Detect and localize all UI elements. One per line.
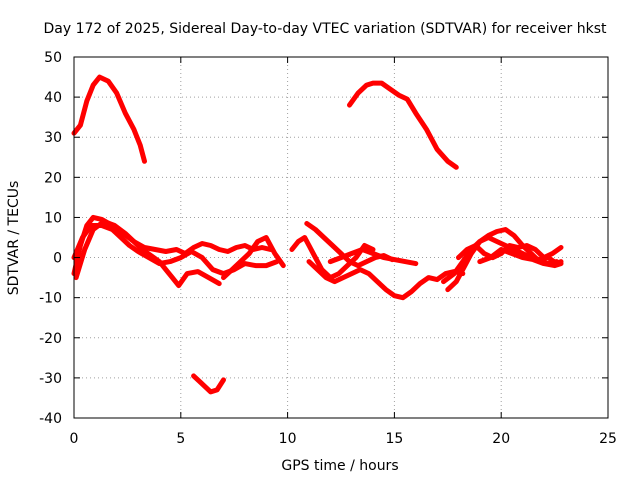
series-cluster-mid-a [221, 235, 286, 281]
x-axis-label: GPS time / hours [281, 458, 398, 474]
y-tick-label: 10 [44, 210, 62, 226]
y-tick-label: 50 [44, 50, 62, 66]
series-cluster-mid-e [327, 247, 419, 267]
plot-frame [73, 56, 609, 419]
y-tick-label: -30 [39, 371, 62, 387]
tick-layer: 0 5 10 15 20 25 -40 -30 -20 -10 0 10 20 30 40 50 [39, 50, 617, 447]
series-arc-high-early [71, 74, 147, 164]
series-cluster-early-c [71, 223, 280, 277]
y-tick-label: 40 [44, 90, 62, 106]
x-tick-label: 0 [70, 431, 79, 447]
series-layer [71, 74, 564, 395]
grid-layer [74, 57, 608, 418]
y-tick-label: 20 [44, 170, 62, 186]
series-cluster-late-d [477, 247, 564, 269]
y-tick-label: -20 [39, 331, 62, 347]
x-tick-label: 20 [492, 431, 510, 447]
series-cluster-late-c [456, 243, 564, 261]
x-tick-label: 5 [176, 431, 185, 447]
x-tick-label: 25 [599, 431, 617, 447]
series-cluster-mid-b [289, 235, 376, 281]
series-cluster-mid-d [306, 259, 466, 301]
series-cluster-early-a [71, 214, 273, 277]
series-arc-low [191, 373, 226, 395]
series-cluster-mid-c [304, 221, 395, 269]
y-tick-label: 0 [53, 251, 62, 267]
chart-title: Day 172 of 2025, Sidereal Day-to-day VTE… [44, 21, 607, 37]
y-axis-label: SDTVAR / TECUs [6, 181, 22, 296]
x-tick-label: 10 [279, 431, 297, 447]
y-tick-label: -40 [39, 411, 62, 427]
x-tick-label: 15 [385, 431, 403, 447]
series-arc-high-late [347, 80, 459, 170]
y-tick-label: -10 [39, 291, 62, 307]
y-tick-label: 30 [44, 130, 62, 146]
